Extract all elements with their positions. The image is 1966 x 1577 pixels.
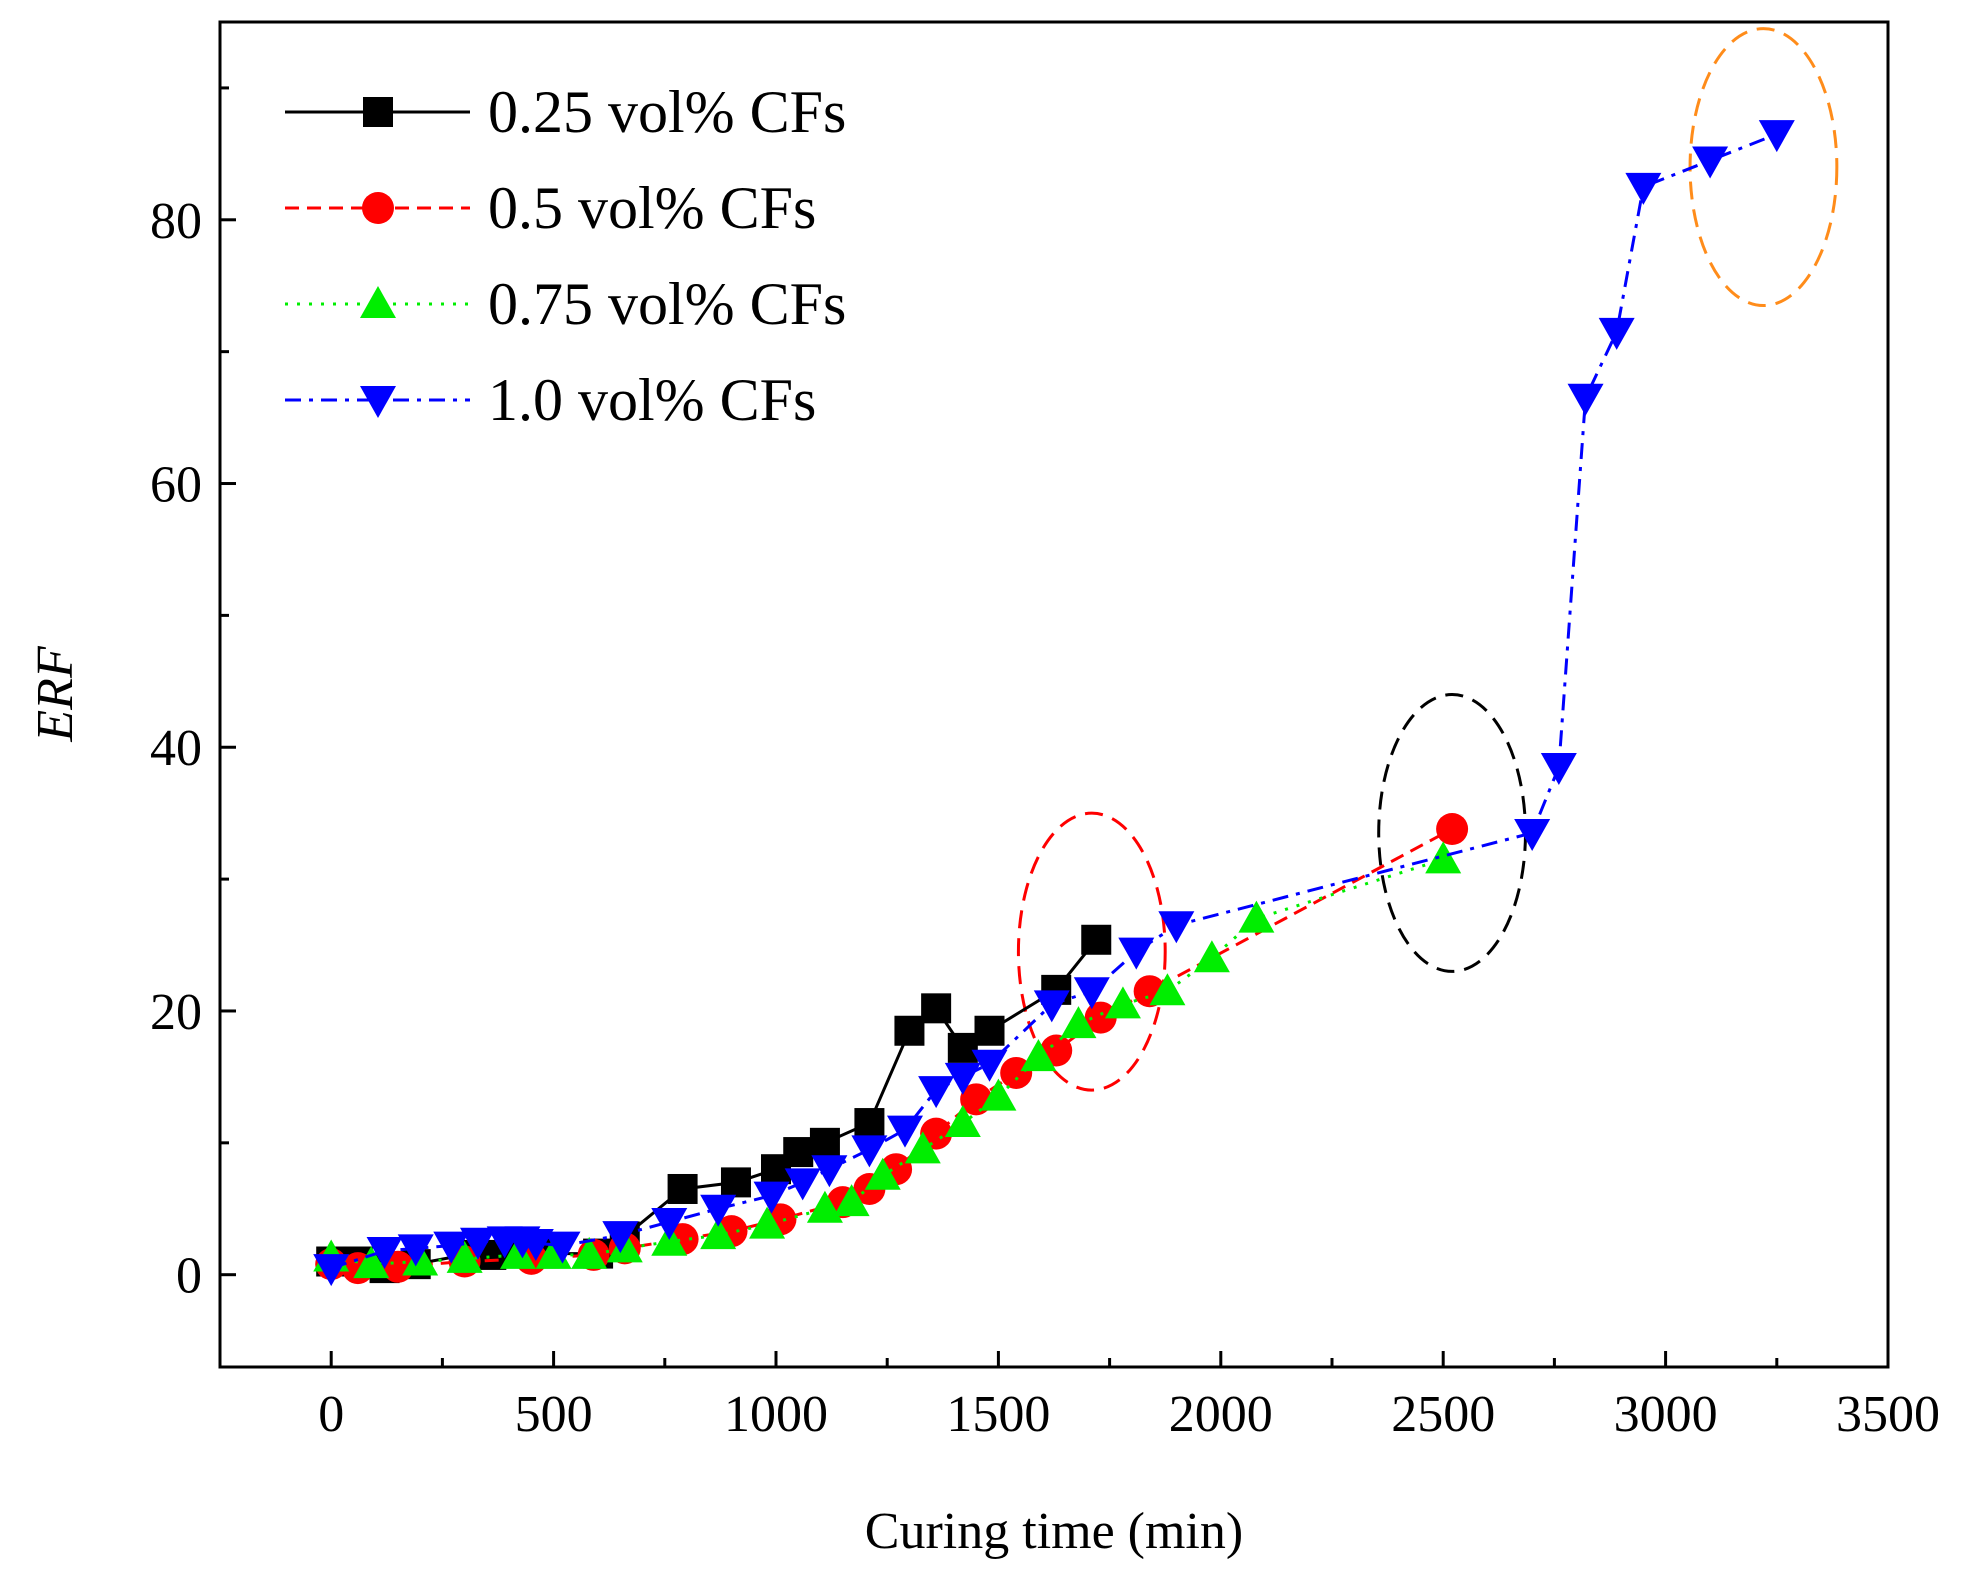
data-point — [720, 1167, 751, 1198]
data-point — [1193, 940, 1230, 973]
legend-label: 0.5 vol% CFs — [488, 175, 816, 241]
legend-marker — [363, 97, 393, 127]
data-point — [833, 1184, 870, 1217]
data-point — [811, 1155, 848, 1188]
data-point — [1436, 813, 1469, 845]
data-point — [894, 1015, 925, 1046]
data-point — [544, 1231, 581, 1264]
x-tick-label: 1000 — [724, 1386, 828, 1443]
data-point — [1425, 841, 1462, 874]
series-4 — [313, 120, 1795, 1287]
data-point — [459, 1227, 496, 1260]
legend: 0.25 vol% CFs 0.5 vol% CFs 0.75 vol% CFs 1.… — [285, 79, 846, 433]
data-point — [904, 1131, 941, 1164]
data-point — [784, 1168, 821, 1201]
y-tick-label: 0 — [176, 1248, 202, 1305]
data-point — [667, 1173, 698, 1204]
x-tick-label: 3000 — [1614, 1386, 1718, 1443]
data-point — [517, 1229, 554, 1262]
data-point — [402, 1243, 439, 1276]
x-tick-label: 2500 — [1391, 1386, 1495, 1443]
x-tick-label: 500 — [515, 1386, 593, 1443]
series-3 — [313, 841, 1462, 1279]
x-tick-label: 1500 — [946, 1386, 1050, 1443]
data-point — [606, 1230, 643, 1263]
data-point — [749, 1206, 786, 1239]
data-point — [433, 1231, 470, 1264]
data-point — [1081, 924, 1112, 955]
data-point — [806, 1190, 843, 1223]
data-point — [1158, 911, 1195, 944]
x-axis-label: Curing time (min) — [865, 1503, 1243, 1560]
data-point — [1625, 172, 1662, 205]
data-point — [809, 1127, 840, 1158]
data-point — [783, 1137, 814, 1168]
data-point — [571, 1236, 608, 1269]
data-point — [971, 1049, 1008, 1082]
y-tick-label: 80 — [150, 193, 202, 250]
data-point — [864, 1157, 901, 1190]
data-point — [366, 1236, 403, 1269]
data-point — [1567, 383, 1604, 416]
highlight-ellipse — [1016, 811, 1167, 1092]
data-point — [947, 1032, 978, 1063]
data-point — [353, 1246, 390, 1279]
data-point — [446, 1240, 483, 1273]
data-point — [1238, 900, 1275, 933]
x-tick-label: 3500 — [1836, 1386, 1940, 1443]
y-tick-label: 60 — [150, 457, 202, 514]
data-point — [974, 1015, 1005, 1046]
data-point — [944, 1062, 981, 1095]
data-point — [886, 1115, 923, 1148]
data-point — [921, 993, 952, 1024]
data-point — [753, 1181, 790, 1214]
legend-marker — [360, 286, 396, 318]
data-point — [1060, 1006, 1097, 1039]
y-tick-label: 40 — [150, 720, 202, 777]
data-point — [854, 1108, 885, 1139]
data-point — [944, 1105, 981, 1138]
data-point — [1598, 317, 1635, 350]
data-point — [651, 1207, 688, 1240]
legend-item: 0.5 vol% CFs — [285, 175, 816, 241]
data-point — [1084, 1001, 1117, 1034]
data-point — [500, 1236, 537, 1269]
legend-item: 1.0 vol% CFs — [285, 367, 816, 433]
data-point — [1104, 986, 1141, 1019]
data-point — [1758, 120, 1795, 153]
x-tick-label: 0 — [318, 1386, 344, 1443]
data-point — [1149, 973, 1186, 1006]
data-point — [700, 1194, 737, 1227]
data-point — [980, 1078, 1017, 1111]
legend-label: 1.0 vol% CFs — [488, 367, 816, 433]
legend-label: 0.75 vol% CFs — [488, 271, 846, 337]
y-axis-label: ERF — [27, 645, 84, 743]
data-point — [1020, 1039, 1057, 1072]
data-point — [1692, 146, 1729, 179]
data-point — [1514, 818, 1551, 851]
data-point — [1118, 937, 1155, 970]
plot-frame — [218, 20, 1890, 1369]
data-point — [1073, 977, 1110, 1010]
x-tick-label: 2000 — [1169, 1386, 1273, 1443]
data-point — [313, 1254, 350, 1287]
data-point — [602, 1221, 639, 1254]
data-point — [851, 1135, 888, 1168]
legend-marker — [362, 192, 394, 224]
data-point — [918, 1076, 955, 1109]
data-point — [1033, 990, 1070, 1023]
data-point — [397, 1234, 434, 1267]
legend-item: 0.25 vol% CFs — [285, 79, 846, 145]
legend-marker — [360, 386, 396, 418]
data-point — [1540, 753, 1577, 786]
y-tick-label: 20 — [150, 984, 202, 1041]
legend-label: 0.25 vol% CFs — [488, 79, 846, 145]
legend-item: 0.75 vol% CFs — [285, 271, 846, 337]
data-point — [700, 1217, 737, 1250]
